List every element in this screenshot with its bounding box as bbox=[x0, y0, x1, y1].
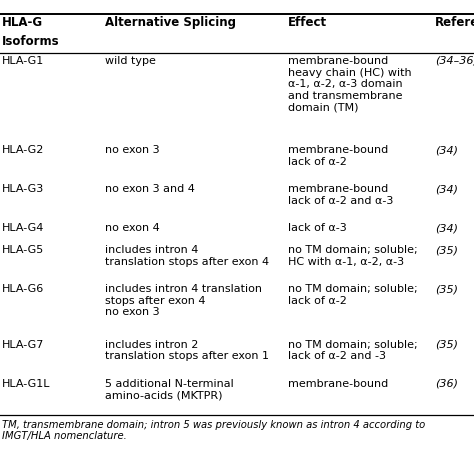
Text: HLA-G: HLA-G bbox=[2, 16, 43, 29]
Text: HLA-G1L: HLA-G1L bbox=[2, 379, 51, 389]
Text: wild type: wild type bbox=[105, 56, 156, 66]
Text: includes intron 4 translation
stops after exon 4
no exon 3: includes intron 4 translation stops afte… bbox=[105, 284, 262, 317]
Text: (34): (34) bbox=[435, 223, 458, 233]
Text: HLA-G3: HLA-G3 bbox=[2, 184, 44, 194]
Text: Effect: Effect bbox=[288, 16, 327, 29]
Text: no exon 3: no exon 3 bbox=[105, 146, 160, 155]
Text: (34): (34) bbox=[435, 146, 458, 155]
Text: (36): (36) bbox=[435, 379, 458, 389]
Text: HLA-G1: HLA-G1 bbox=[2, 56, 44, 66]
Text: no exon 4: no exon 4 bbox=[105, 223, 160, 233]
Text: HLA-G7: HLA-G7 bbox=[2, 340, 45, 350]
Text: includes intron 2
translation stops after exon 1: includes intron 2 translation stops afte… bbox=[105, 340, 269, 361]
Text: no TM domain; soluble;
HC with α-1, α-2, α-3: no TM domain; soluble; HC with α-1, α-2,… bbox=[288, 245, 418, 267]
Text: (35): (35) bbox=[435, 284, 458, 294]
Text: Isoforms: Isoforms bbox=[2, 35, 60, 48]
Text: (35): (35) bbox=[435, 340, 458, 350]
Text: HLA-G5: HLA-G5 bbox=[2, 245, 44, 255]
Text: no exon 3 and 4: no exon 3 and 4 bbox=[105, 184, 195, 194]
Text: (34–36): (34–36) bbox=[435, 56, 474, 66]
Text: no TM domain; soluble;
lack of α-2 and -3: no TM domain; soluble; lack of α-2 and -… bbox=[288, 340, 418, 361]
Text: Alternative Splicing: Alternative Splicing bbox=[105, 16, 236, 29]
Text: References: References bbox=[435, 16, 474, 29]
Text: lack of α-3: lack of α-3 bbox=[288, 223, 347, 233]
Text: includes intron 4
translation stops after exon 4: includes intron 4 translation stops afte… bbox=[105, 245, 269, 267]
Text: HLA-G6: HLA-G6 bbox=[2, 284, 44, 294]
Text: HLA-G4: HLA-G4 bbox=[2, 223, 45, 233]
Text: (35): (35) bbox=[435, 245, 458, 255]
Text: TM, transmembrane domain; intron 5 was previously known as intron 4 according to: TM, transmembrane domain; intron 5 was p… bbox=[2, 420, 425, 441]
Text: membrane-bound
lack of α-2: membrane-bound lack of α-2 bbox=[288, 146, 388, 167]
Text: (34): (34) bbox=[435, 184, 458, 194]
Text: no TM domain; soluble;
lack of α-2: no TM domain; soluble; lack of α-2 bbox=[288, 284, 418, 306]
Text: membrane-bound
heavy chain (HC) with
α-1, α-2, α-3 domain
and transmembrane
doma: membrane-bound heavy chain (HC) with α-1… bbox=[288, 56, 411, 112]
Text: membrane-bound: membrane-bound bbox=[288, 379, 388, 389]
Text: membrane-bound
lack of α-2 and α-3: membrane-bound lack of α-2 and α-3 bbox=[288, 184, 393, 206]
Text: 5 additional N-terminal
amino-acids (MKTPR): 5 additional N-terminal amino-acids (MKT… bbox=[105, 379, 234, 401]
Text: HLA-G2: HLA-G2 bbox=[2, 146, 45, 155]
